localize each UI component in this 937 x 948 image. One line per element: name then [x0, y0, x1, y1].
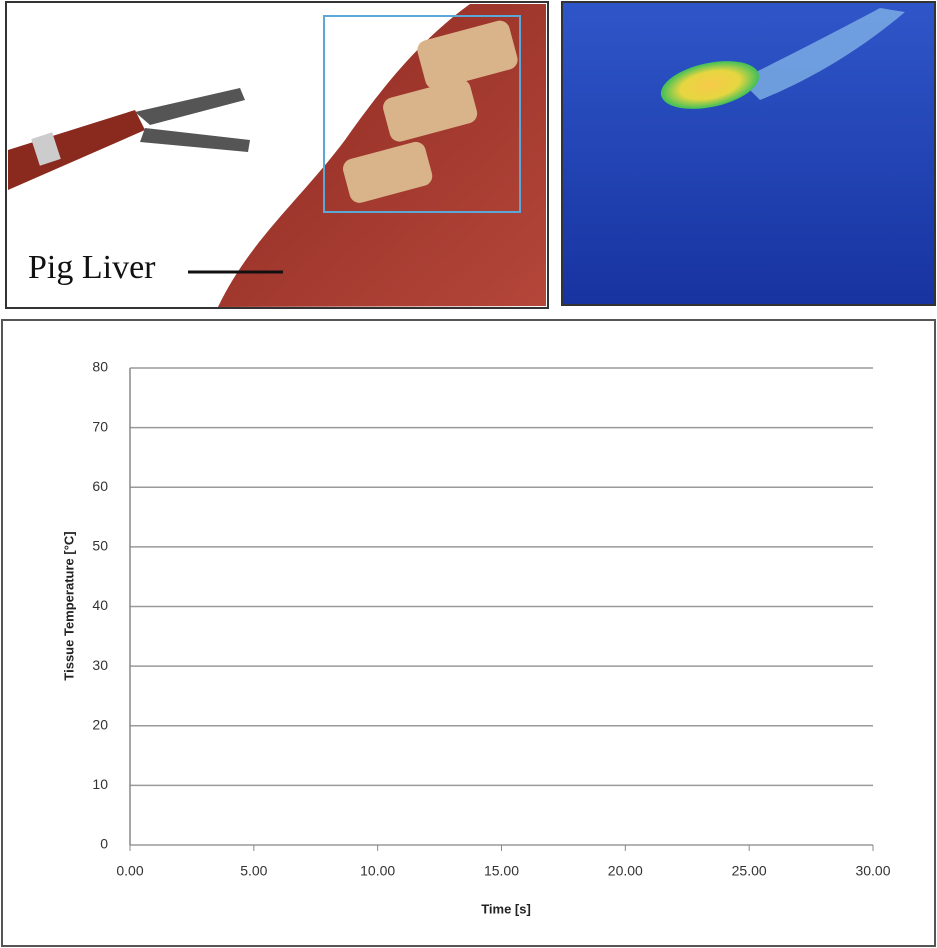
x-tick-label: 30.00 — [855, 863, 890, 879]
x-axis-label: Time [s] — [481, 901, 531, 916]
x-tick-label: 15.00 — [484, 863, 519, 879]
thermal-photo — [562, 2, 935, 305]
x-tick-label: 5.00 — [240, 863, 267, 879]
y-tick-label: 0 — [100, 836, 108, 852]
y-tick-label: 60 — [92, 478, 108, 494]
y-tick-label: 50 — [92, 538, 108, 554]
y-tick-label: 40 — [92, 597, 108, 613]
y-tick-label: 70 — [92, 418, 108, 434]
x-tick-label: 10.00 — [360, 863, 395, 879]
y-tick-label: 20 — [92, 716, 108, 732]
liver-photo: Pig Liver — [6, 2, 548, 308]
figure: Pig Liver Time [s] Tissue Temperature [°… — [0, 0, 937, 948]
photo-label: Pig Liver — [28, 249, 156, 286]
x-tick-label: 25.00 — [732, 863, 767, 879]
y-tick-label: 80 — [92, 359, 108, 375]
chart-frame — [2, 320, 935, 946]
y-tick-label: 30 — [92, 657, 108, 673]
y-tick-label: 10 — [92, 776, 108, 792]
x-tick-label: 20.00 — [608, 863, 643, 879]
y-axis-label: Tissue Temperature [°C] — [61, 531, 76, 680]
x-tick-label: 0.00 — [116, 863, 143, 879]
